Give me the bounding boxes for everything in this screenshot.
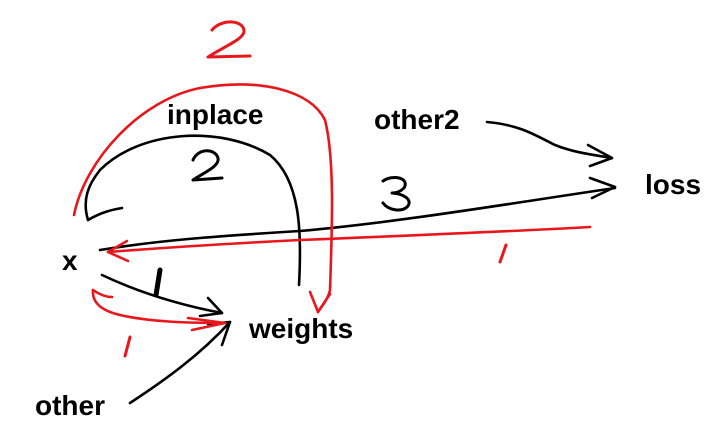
node-other2: other2	[374, 104, 460, 135]
node-inplace: inplace	[167, 99, 263, 130]
edge-other2-to-loss	[485, 120, 614, 168]
edge-weights-to-x-red	[91, 288, 227, 332]
node-loss: loss	[645, 169, 701, 200]
edge-other-to-weights	[128, 320, 232, 405]
edge-x-to-weights-red-arc	[72, 83, 334, 314]
edge-x-to-weights	[100, 273, 224, 318]
node-x: x	[62, 245, 78, 276]
black-digit-2	[191, 149, 224, 182]
red-digit-1-left	[123, 335, 132, 358]
black-tick-mark	[153, 267, 163, 298]
node-weights: weights	[248, 313, 353, 344]
black-digit-3	[381, 176, 411, 212]
red-digit-2	[206, 20, 252, 59]
edge-loss-to-x-red	[106, 225, 592, 263]
edge-weights-to-x-inplace	[84, 134, 302, 287]
node-other: other	[35, 390, 105, 421]
edge-x-to-loss	[98, 176, 617, 252]
red-digit-1-right	[498, 243, 508, 264]
